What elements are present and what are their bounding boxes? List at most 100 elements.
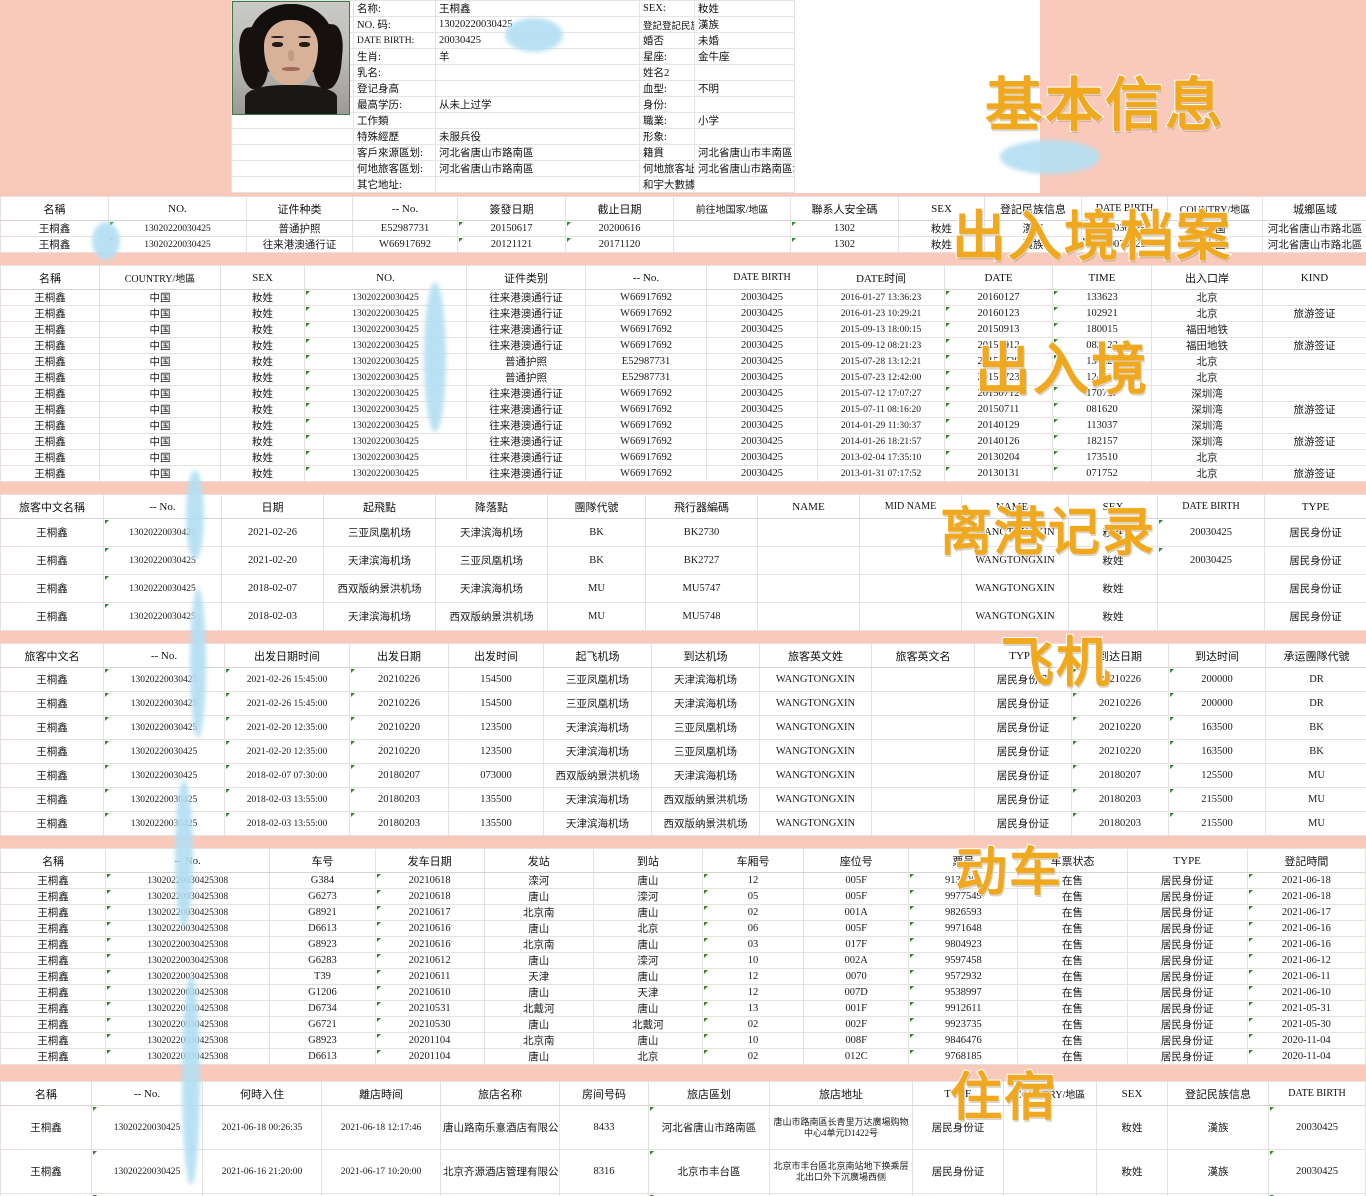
trains-cell: 唐山 (592, 1032, 703, 1049)
exitentry-cell: 王桐鑫 (0, 465, 100, 482)
table-row[interactable]: 王桐鑫 13020220030425 2021-02-20 12:35:00 2021… (0, 715, 1366, 740)
identity-left-value: 河北省唐山市路南區 (435, 144, 640, 161)
exitentry-cell: 中国 (99, 465, 221, 482)
table-row[interactable]: 王桐鑫 13020220030425308 G6273 20210618 唐山 滦河 05 0… (0, 888, 1366, 905)
trains-cell: 唐山 (483, 984, 594, 1001)
flights-cell: 王桐鑫 (0, 739, 104, 764)
identity-right-value (694, 96, 795, 113)
table-row[interactable]: 王桐鑫 13020220030425 2021-02-26 三亚凤凰机场 天津滨海机场 B… (0, 518, 1366, 547)
identity-left-key: NO. 码: (353, 16, 436, 33)
table-row[interactable]: 王桐鑫 13020220030425 2021-02-26 15:45:00 2021… (0, 667, 1366, 692)
archive-cell: 13020220030425 (108, 220, 247, 237)
table-row[interactable]: 王桐鑫 13020220030425 2018-02-07 西双版纳景洪机场 天津滨海机… (0, 574, 1366, 603)
trains-cell: 在售 (1017, 888, 1128, 905)
table-row[interactable]: 王桐鑫 中国 籹姓 13020220030425 往来港澳通行证 W66917692 200… (0, 337, 1366, 354)
trains-cell: 10 (701, 952, 805, 969)
flights-cell: 123500 (448, 739, 544, 764)
table-row[interactable]: 王桐鑫 中国 籹姓 13020220030425 往来港澳通行证 W66917692 200… (0, 401, 1366, 418)
exitentry-cell: 20030425 (706, 465, 818, 482)
departure-cell: 天津滨海机场 (435, 518, 548, 547)
table-row[interactable]: 王桐鑫 13020220030425 2018-02-07 07:30:00 2018… (0, 763, 1366, 788)
flights-col-header: 出发日期 (349, 643, 449, 668)
exitentry-cell: 13020220030425 (304, 353, 467, 370)
table-row[interactable]: 王桐鑫 13020220030425308 G1206 20210610 唐山 天津 12 0… (0, 984, 1366, 1001)
table-row[interactable]: 王桐鑫 13020220030425 2018-02-03 天津滨海机场 西双版纳景洪机… (0, 602, 1366, 631)
exitentry-cell: 北京 (1151, 449, 1263, 466)
hotels-col-header: 旅店地址 (769, 1081, 913, 1106)
table-row[interactable]: 王桐鑫 13020220030425 2021-06-16 21:20:00 2021… (0, 1149, 1366, 1194)
table-row[interactable]: 王桐鑫 13020220030425 2021-02-20 12:35:00 2021… (0, 739, 1366, 764)
flights-header-row: 旅客中文名 -- No. 出发日期时间 出发日期 出发时间 起飞机场 到达机场 旅客英文姓 旅客… (0, 643, 1366, 668)
table-row[interactable]: 王桐鑫 13020220030425308 T39 20210611 天津 唐山 12 007… (0, 968, 1366, 985)
table-row[interactable]: 王桐鑫 13020220030425 2018-02-03 13:55:00 2018… (0, 811, 1366, 836)
table-row[interactable]: 王桐鑫 13020220030425308 G384 20210618 滦河 唐山 12 00… (0, 872, 1366, 889)
exitentry-cell: 深圳湾 (1151, 385, 1263, 402)
exitentry-cell: 中国 (99, 385, 221, 402)
exitentry-cell: 20030425 (706, 433, 818, 450)
trains-cell: 02 (701, 904, 805, 921)
flights-cell: 20210226 (349, 667, 449, 692)
table-row[interactable]: 王桐鑫 中国 籹姓 13020220030425 往来港澳通行证 W66917692 200… (0, 433, 1366, 450)
trains-cell: 滦河 (483, 872, 594, 889)
table-row[interactable]: 王桐鑫 13020220030425308 D6734 20210531 北戴河 唐山 13… (0, 1000, 1366, 1017)
flights-cell: 20210226 (349, 691, 449, 716)
table-row[interactable]: 王桐鑫 中国 籹姓 13020220030425 往来港澳通行证 W66917692 200… (0, 385, 1366, 402)
table-row[interactable]: 王桐鑫 13020220030425308 G8923 20210616 北京南 唐山 03… (0, 936, 1366, 953)
archive-col-header: 登記民族信息 (984, 196, 1082, 221)
trains-cell: 13020220030425308 (105, 936, 271, 953)
trains-cell: 9132208 (908, 872, 1019, 889)
exitentry-cell: 籹姓 (220, 321, 305, 338)
table-row[interactable]: 王桐鑫 中国 籹姓 13020220030425 往来港澳通行证 W66917692 200… (0, 417, 1366, 434)
trains-header-row: 名稱 -- No. 车号 发车日期 发站 到站 车厢号 座位号 票号 车票状态 TYPE 登記時間 (0, 848, 1366, 873)
archive-cell: 河北省唐山市路北區 (1262, 220, 1366, 237)
table-row[interactable]: 王桐鑫 13020220030425 往来港澳通行证 W66917692 2012112… (0, 236, 1366, 253)
table-row[interactable]: 王桐鑫 13020220030425308 G8921 20210617 北京南 唐山 02… (0, 904, 1366, 921)
trains-cell: 20210616 (374, 936, 485, 953)
identity-right-value: 金牛座 (694, 48, 795, 65)
table-row[interactable]: 王桐鑫 中国 籹姓 13020220030425 往来港澳通行证 W66917692 200… (0, 321, 1366, 338)
table-row[interactable]: 王桐鑫 13020220030425308 G6283 20210612 唐山 滦河 10 0… (0, 952, 1366, 969)
table-row[interactable]: 王桐鑫 13020220030425308 G8923 20201104 北京南 唐山 10… (0, 1032, 1366, 1049)
hotels-cell: 居民身份证 (912, 1149, 1004, 1194)
table-row[interactable]: 王桐鑫 13020220030425 2021-06-18 00:26:35 2021… (0, 1105, 1366, 1150)
hotels-col-header: TYPE (912, 1081, 1004, 1106)
departure-cell: 天津滨海机场 (435, 574, 548, 603)
table-row[interactable]: 王桐鑫 13020220030425308 G6721 20210530 唐山 北戴河 02… (0, 1016, 1366, 1033)
trains-cell: 20201104 (374, 1032, 485, 1049)
table-row[interactable]: 王桐鑫 中国 籹姓 13020220030425 往来港澳通行证 W66917692 200… (0, 289, 1366, 306)
identity-left-value: 王桐鑫 (435, 0, 640, 17)
hotels-cell: 唐山路南乐憙酒店有限公司 (440, 1105, 560, 1150)
exitentry-cell: W66917692 (585, 337, 707, 354)
table-row[interactable]: 王桐鑫 13020220030425 普通护照 E52987731 20150617 20… (0, 220, 1366, 237)
flights-cell: 2021-02-26 15:45:00 (224, 667, 350, 692)
trains-cell: 13020220030425308 (105, 1032, 271, 1049)
hotels-cell (1003, 1149, 1097, 1194)
identity-right-key: 形象: (639, 128, 695, 145)
flights-cell: 2018-02-07 07:30:00 (224, 763, 350, 788)
exitentry-cell: 普通护照 (466, 353, 586, 370)
table-row[interactable]: 王桐鑫 13020220030425308 D6613 20210616 唐山 北京 06 0… (0, 920, 1366, 937)
departure-cell: 2018-02-07 (221, 574, 324, 603)
table-row[interactable]: 王桐鑫 13020220030425 2021-02-26 15:45:00 2021… (0, 691, 1366, 716)
table-row[interactable]: 王桐鑫 13020220030425308 D6613 20201104 唐山 北京 02 0… (0, 1048, 1366, 1065)
trains-cell: 12 (701, 872, 805, 889)
flights-cell: 天津滨海机场 (543, 739, 652, 764)
exitentry-cell: 中国 (99, 337, 221, 354)
flights-cell: 20180203 (349, 787, 449, 812)
trains-cell: 王桐鑫 (0, 1016, 107, 1033)
identity-row: NO. 码:13020220030425登記登記民族信息信息:漢族 (231, 16, 1041, 33)
table-row[interactable]: 王桐鑫 中国 籹姓 13020220030425 往来港澳通行证 W66917692 200… (0, 465, 1366, 482)
table-row[interactable]: 王桐鑫 中国 籹姓 13020220030425 往来港澳通行证 W66917692 200… (0, 449, 1366, 466)
table-row[interactable]: 王桐鑫 中国 籹姓 13020220030425 往来港澳通行证 W66917692 200… (0, 305, 1366, 322)
exitentry-cell: 王桐鑫 (0, 305, 100, 322)
trains-cell: 居民身份证 (1126, 872, 1248, 889)
table-row[interactable]: 王桐鑫 中国 籹姓 13020220030425 普通护照 E52987731 200304… (0, 353, 1366, 370)
flights-cell: DR (1265, 667, 1366, 692)
table-row[interactable]: 王桐鑫 中国 籹姓 13020220030425 普通护照 E52987731 200304… (0, 369, 1366, 386)
trains-cell: 13020220030425308 (105, 872, 271, 889)
table-row[interactable]: 王桐鑫 13020220030425 2018-02-03 13:55:00 2018… (0, 787, 1366, 812)
trains-cell: 唐山 (592, 968, 703, 985)
table-row[interactable]: 王桐鑫 13020220030425 2021-02-20 天津滨海机场 三亚凤凰机场 B… (0, 546, 1366, 575)
archive-col-header: SEX (898, 196, 985, 221)
